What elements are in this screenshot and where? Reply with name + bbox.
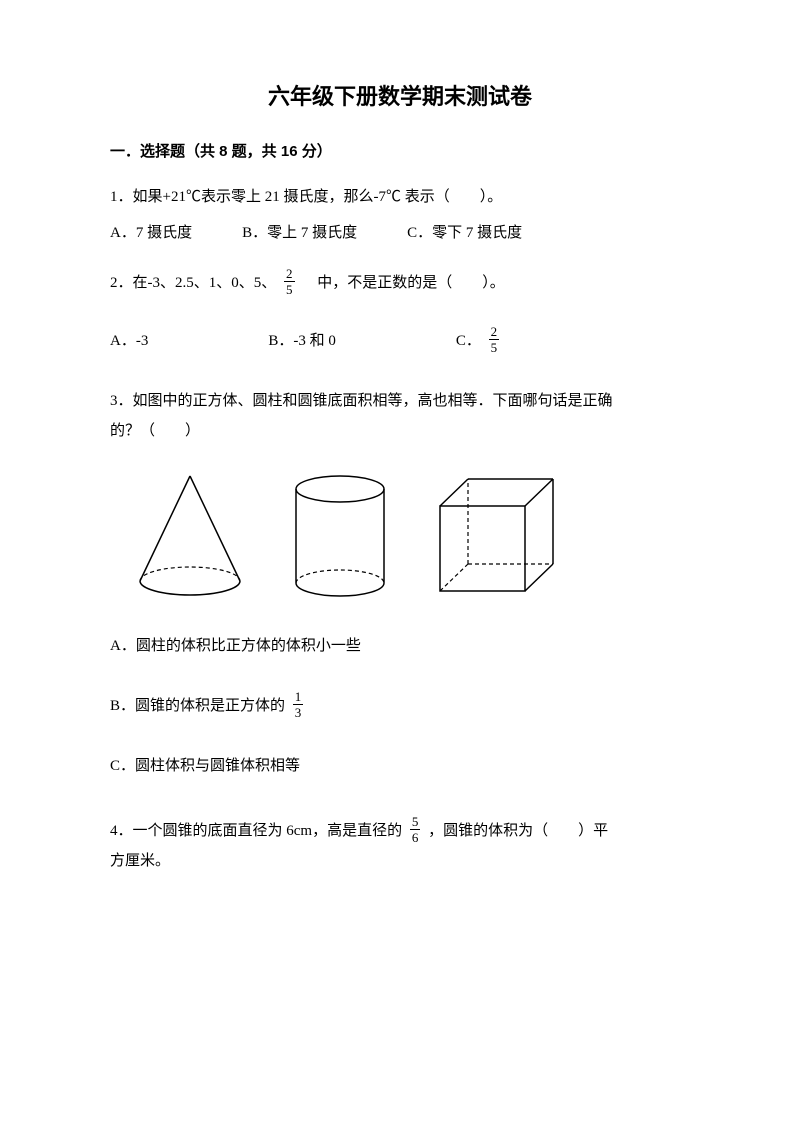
q1-option-a: A．7 摄氏度 xyxy=(110,218,192,248)
q3-line2: 的？（ ） xyxy=(110,416,690,446)
q2-c-den: 5 xyxy=(489,340,500,354)
q1-option-b: B．零上 7 摄氏度 xyxy=(242,218,357,248)
cube-figure xyxy=(430,471,560,601)
q1-text: 1．如果+21℃表示零上 21 摄氏度，那么-7℃ 表示（ ）。 xyxy=(110,182,690,212)
q2-options: A．-3 B．-3 和 0 C． 2 5 xyxy=(110,326,690,356)
q2-option-a: A．-3 xyxy=(110,326,148,356)
q2-fraction: 2 5 xyxy=(284,267,295,296)
q2-frac-den: 5 xyxy=(284,282,295,296)
q4-line1: 4．一个圆锥的底面直径为 6cm，高是直径的 5 6 ，圆锥的体积为（ ）平 xyxy=(110,816,690,846)
q3-b-prefix: B．圆锥的体积是正方体的 xyxy=(110,698,285,714)
q2-suffix: 中，不是正数的是（ ）。 xyxy=(302,275,505,291)
question-1: 1．如果+21℃表示零上 21 摄氏度，那么-7℃ 表示（ ）。 A．7 摄氏度… xyxy=(110,182,690,248)
cylinder-figure xyxy=(285,471,395,601)
q3-b-den: 3 xyxy=(293,705,304,719)
q2-prefix: 2．在-3、2.5、1、0、5、 xyxy=(110,275,276,291)
question-3: 3．如图中的正方体、圆柱和圆锥底面积相等，高也相等．下面哪句话是正确 的？（ ） xyxy=(110,386,690,781)
q2-c-fraction: 2 5 xyxy=(489,325,500,354)
q4-fraction: 5 6 xyxy=(410,815,421,844)
q3-b-fraction: 1 3 xyxy=(293,690,304,719)
cone-figure xyxy=(130,471,250,601)
q4-frac-num: 5 xyxy=(410,815,421,830)
q2-text: 2．在-3、2.5、1、0、5、 2 5 中，不是正数的是（ ）。 xyxy=(110,268,690,298)
q2-c-label: C． xyxy=(456,333,481,349)
q2-frac-num: 2 xyxy=(284,267,295,282)
section-header: 一．选择题（共 8 题，共 16 分） xyxy=(110,141,690,164)
q3-option-b: B．圆锥的体积是正方体的 1 3 xyxy=(110,691,690,721)
q1-options: A．7 摄氏度 B．零上 7 摄氏度 C．零下 7 摄氏度 xyxy=(110,218,690,248)
q1-option-c: C．零下 7 摄氏度 xyxy=(407,218,522,248)
q3-figures xyxy=(130,471,690,601)
q4-suffix: ，圆锥的体积为（ ）平 xyxy=(428,823,608,839)
question-2: 2．在-3、2.5、1、0、5、 2 5 中，不是正数的是（ ）。 A．-3 B… xyxy=(110,268,690,356)
q3-option-c: C．圆柱体积与圆锥体积相等 xyxy=(110,751,690,781)
q2-c-num: 2 xyxy=(489,325,500,340)
q3-line1: 3．如图中的正方体、圆柱和圆锥底面积相等，高也相等．下面哪句话是正确 xyxy=(110,386,690,416)
q2-option-b: B．-3 和 0 xyxy=(268,326,336,356)
q4-line2: 方厘米。 xyxy=(110,846,690,876)
q3-option-a: A．圆柱的体积比正方体的体积小一些 xyxy=(110,631,690,661)
question-4: 4．一个圆锥的底面直径为 6cm，高是直径的 5 6 ，圆锥的体积为（ ）平 方… xyxy=(110,816,690,876)
q4-prefix: 4．一个圆锥的底面直径为 6cm，高是直径的 xyxy=(110,823,402,839)
page-title: 六年级下册数学期末测试卷 xyxy=(110,80,690,113)
q4-frac-den: 6 xyxy=(410,830,421,844)
q3-b-num: 1 xyxy=(293,690,304,705)
q2-option-c: C． 2 5 xyxy=(456,326,503,356)
